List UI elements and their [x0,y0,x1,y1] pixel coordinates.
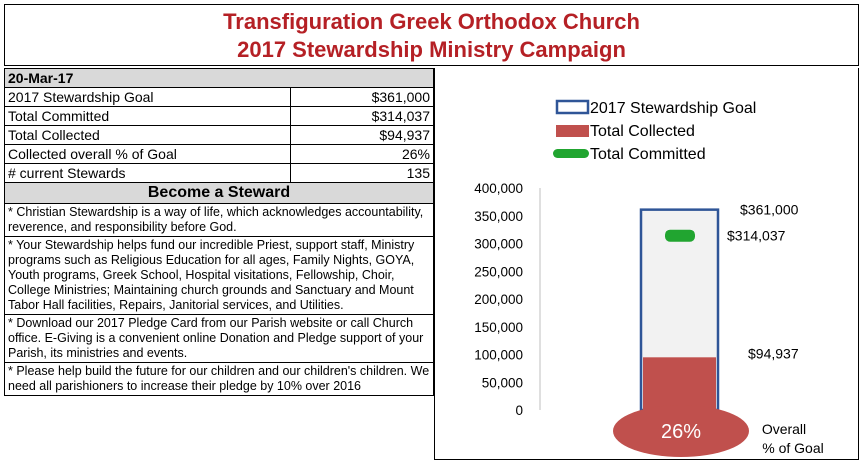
summary-table: 20-Mar-17 2017 Stewardship Goal $361,000… [4,68,434,183]
y-axis: 0 50,000 100,000 150,000 200,000 250,000 300,0… [474,181,541,418]
legend-goal-swatch [555,99,590,115]
goal-value-label: $361,000 [740,202,799,218]
table-row: Collected overall % of Goal 26% [4,144,434,164]
committed-value-label: $314,037 [727,228,786,244]
chart-marks: $361,000 $314,037 $94,937 26% Overall % of Go… [613,202,824,457]
row-value: $361,000 [290,87,434,107]
title-banner: Transfiguration Greek Orthodox Church 20… [4,4,859,66]
row-label: # current Stewards [4,163,291,183]
overall-label: Overall [762,421,806,437]
committed-marker [665,229,695,242]
legend-committed-swatch [553,149,589,158]
table-row: Total Collected $94,937 [4,125,434,145]
chart-canvas: 2017 Stewardship Goal Total Collected To… [474,99,824,457]
collected-value-label: $94,937 [748,345,799,361]
date-row: 20-Mar-17 [4,68,434,88]
become-steward-heading: Become a Steward [4,183,434,203]
y-tick-label: 400,000 [474,181,523,196]
y-tick-label: 300,000 [474,237,523,252]
legend-collected-swatch [556,125,589,137]
summary-panel: 20-Mar-17 2017 Stewardship Goal $361,000… [4,68,434,396]
y-tick-label: 250,000 [474,264,523,279]
y-tick-label: 200,000 [474,292,523,307]
y-tick-label: 100,000 [474,348,523,363]
legend: 2017 Stewardship Goal Total Collected To… [553,99,756,163]
row-label: Total Collected [4,125,291,145]
y-tick-label: 0 [515,403,523,418]
steward-paragraph: * Download our 2017 Pledge Card from our… [4,315,434,363]
row-label: Total Committed [4,106,291,126]
row-value: $314,037 [290,106,434,126]
overall-sub-label: % of Goal [762,440,823,456]
legend-committed-label: Total Committed [590,146,706,163]
row-value: 135 [290,163,434,183]
row-label: Collected overall % of Goal [4,144,291,164]
percent-label: 26% [661,421,701,443]
row-value: $94,937 [290,125,434,145]
percent-bulb [613,405,749,457]
legend-collected-label: Total Collected [590,123,695,140]
church-name: Transfiguration Greek Orthodox Church [223,9,640,34]
collected-bar [643,357,716,410]
y-tick-label: 50,000 [482,375,523,390]
thermometer-chart: 2017 Stewardship Goal Total Collected To… [434,68,859,460]
legend-goal-label: 2017 Stewardship Goal [590,100,756,117]
report-date: 20-Mar-17 [4,68,434,88]
steward-paragraph: * Please help build the future for our c… [4,363,434,396]
table-row: # current Stewards 135 [4,163,434,183]
table-row: 2017 Stewardship Goal $361,000 [4,87,434,107]
campaign-title: 2017 Stewardship Ministry Campaign [237,37,626,62]
row-label: 2017 Stewardship Goal [4,87,291,107]
y-tick-label: 350,000 [474,209,523,224]
steward-paragraph: * Christian Stewardship is a way of life… [4,203,434,237]
table-row: Total Committed $314,037 [4,106,434,126]
y-tick-label: 150,000 [474,320,523,335]
row-value: 26% [290,144,434,164]
steward-paragraph: * Your Stewardship helps fund our incred… [4,237,434,315]
